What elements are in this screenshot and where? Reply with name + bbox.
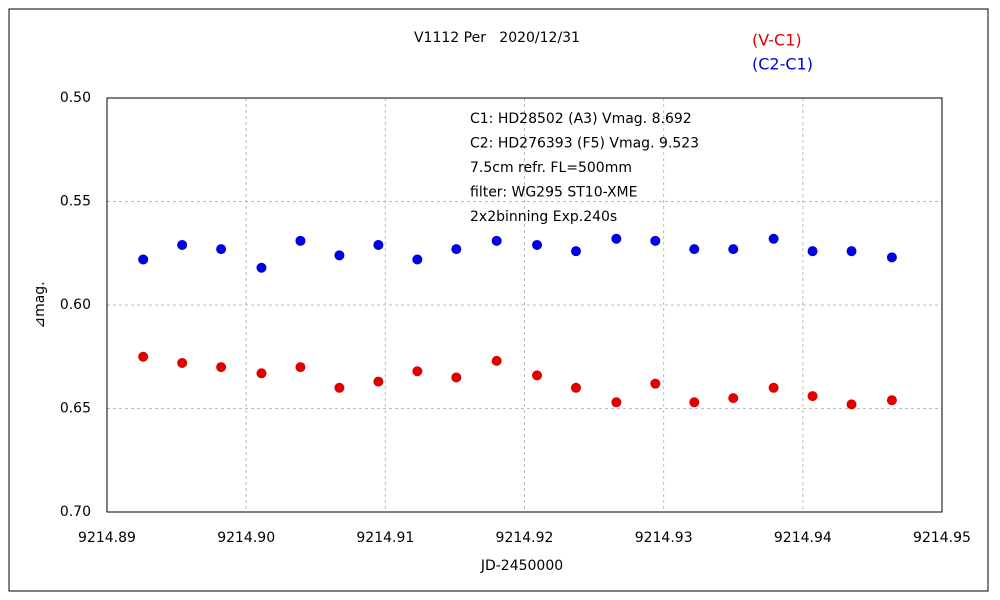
data-point [216, 244, 227, 255]
annotation: C2: HD276393 (F5) Vmag. 9.523 [470, 136, 699, 152]
data-point [373, 239, 384, 250]
data-point [689, 397, 700, 408]
data-point [491, 355, 502, 366]
x-axis-label: JD-2450000 [480, 558, 563, 574]
chart-title: V1112 Per 2020/12/31 [414, 30, 580, 46]
data-point [138, 254, 149, 265]
x-tick-label: 9214.92 [496, 530, 554, 546]
x-tick-label: 9214.94 [774, 530, 832, 546]
data-point [807, 391, 818, 402]
data-point [570, 382, 581, 393]
y-tick-label: 0.65 [60, 401, 91, 417]
legend-entry: (V-C1) [752, 31, 802, 50]
data-point [256, 262, 267, 273]
y-tick-label: 0.70 [60, 504, 91, 520]
x-tick-label: 9214.89 [78, 530, 136, 546]
data-point [846, 246, 857, 257]
x-tick-label: 9214.91 [356, 530, 414, 546]
data-point [611, 233, 622, 244]
data-point [451, 372, 462, 383]
data-point [295, 235, 306, 246]
data-point [846, 399, 857, 410]
x-tick-label: 9214.95 [913, 530, 971, 546]
y-tick-label: 0.55 [60, 194, 91, 210]
data-point [728, 244, 739, 255]
data-point [177, 239, 188, 250]
data-point [177, 357, 188, 368]
data-point [334, 382, 345, 393]
data-point [256, 368, 267, 379]
data-point [295, 362, 306, 373]
data-point [689, 244, 700, 255]
x-tick-label: 9214.90 [217, 530, 275, 546]
x-tick-label: 9214.93 [635, 530, 693, 546]
data-point [570, 246, 581, 257]
annotation: filter: WG295 ST10-XME [470, 185, 637, 201]
data-point [451, 244, 462, 255]
data-point [412, 254, 423, 265]
data-point [768, 233, 779, 244]
y-tick-label: 0.50 [60, 90, 91, 106]
annotation: 2x2binning Exp.240s [470, 209, 617, 225]
data-point [532, 239, 543, 250]
data-point [650, 378, 661, 389]
y-tick-label: 0.60 [60, 297, 91, 313]
data-point [611, 397, 622, 408]
data-point [412, 366, 423, 377]
data-point [886, 252, 897, 263]
data-point [491, 235, 502, 246]
legend-entry: (C2-C1) [752, 55, 813, 74]
data-point [650, 235, 661, 246]
frame [8, 8, 989, 592]
data-point [138, 351, 149, 362]
data-point [728, 393, 739, 404]
data-point [216, 362, 227, 373]
data-point [807, 246, 818, 257]
y-axis-label: ⊿mag. [32, 281, 48, 328]
annotation: C1: HD28502 (A3) Vmag. 8.692 [470, 111, 692, 127]
data-point [532, 370, 543, 381]
plot-area [106, 97, 943, 513]
data-point [373, 376, 384, 387]
data-point [886, 395, 897, 406]
data-point [334, 250, 345, 261]
annotation: 7.5cm refr. FL=500mm [470, 160, 632, 176]
data-point [768, 382, 779, 393]
